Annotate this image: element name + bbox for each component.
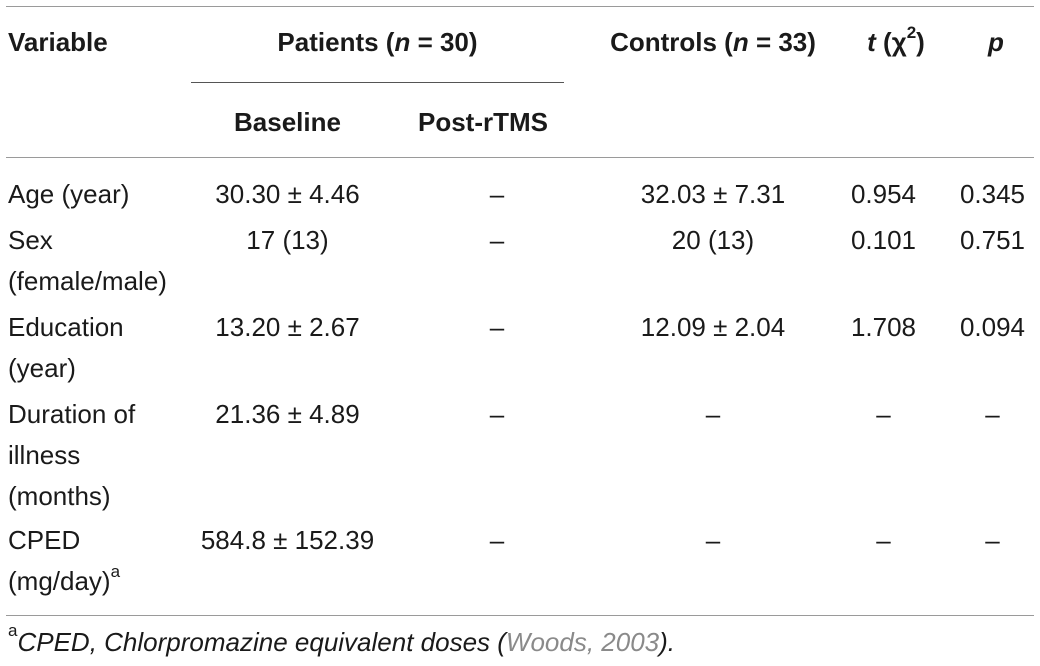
citation-link[interactable]: Woods, 2003 xyxy=(505,627,660,657)
cell-age-controls: 32.03 ± 7.31 xyxy=(640,179,786,209)
cell-age-post: – xyxy=(489,179,505,209)
table-bottom-rule xyxy=(6,615,1034,616)
cell-cped-t: – xyxy=(876,525,891,555)
cell-sex-p: 0.751 xyxy=(959,225,1026,255)
cell-education-p: 0.094 xyxy=(959,312,1026,342)
row-label-age: Age (year) xyxy=(8,179,130,209)
row-label-cped: CPED (mg/day)a xyxy=(8,525,121,596)
row-label-sex: Sex (female/male) xyxy=(8,225,167,296)
cell-sex-controls: 20 (13) xyxy=(671,225,755,255)
header-variable: Variable xyxy=(8,27,108,57)
header-baseline: Baseline xyxy=(234,107,341,137)
cell-duration-post: – xyxy=(489,399,505,429)
row-label-education: Education (year) xyxy=(8,312,124,383)
cell-education-baseline: 13.20 ± 2.67 xyxy=(215,312,360,342)
cell-sex-baseline: 17 (13) xyxy=(246,225,329,255)
footnote-marker: a xyxy=(8,621,18,641)
cell-cped-p: – xyxy=(985,525,1000,555)
row-label-duration: Duration of illness (months) xyxy=(8,399,136,511)
footnote-text: CPED, Chlorpromazine equivalent doses ( xyxy=(17,627,506,657)
table-footnote: aCPED, Chlorpromazine equivalent doses (… xyxy=(8,622,675,663)
cell-age-p: 0.345 xyxy=(959,179,1026,209)
footnote-text-end: ). xyxy=(659,627,676,657)
cell-sex-post: – xyxy=(489,225,505,255)
header-post-rtms: Post-rTMS xyxy=(418,107,548,137)
cell-education-post: – xyxy=(489,312,505,342)
cell-duration-baseline: 21.36 ± 4.89 xyxy=(215,399,360,429)
cell-duration-p: – xyxy=(985,399,1000,429)
header-t-chi: t (χ2) xyxy=(867,23,925,57)
cell-age-t: 0.954 xyxy=(850,179,917,209)
header-p: p xyxy=(988,27,1004,57)
cell-cped-post: – xyxy=(489,525,505,555)
table-header-rule xyxy=(6,157,1034,158)
patients-span-rule xyxy=(191,82,564,83)
cell-duration-t: – xyxy=(876,399,891,429)
cell-education-controls: 12.09 ± 2.04 xyxy=(640,312,786,342)
table-top-rule xyxy=(6,6,1034,7)
cell-age-baseline: 30.30 ± 4.46 xyxy=(215,179,360,209)
cell-education-t: 1.708 xyxy=(850,312,917,342)
header-controls: Controls (n = 33) xyxy=(610,27,816,57)
cell-sex-t: 0.101 xyxy=(850,225,917,255)
cell-duration-controls: – xyxy=(705,399,721,429)
cell-cped-controls: – xyxy=(705,525,721,555)
header-patients: Patients (n = 30) xyxy=(277,27,478,57)
cell-cped-baseline: 584.8 ± 152.39 xyxy=(200,525,375,555)
